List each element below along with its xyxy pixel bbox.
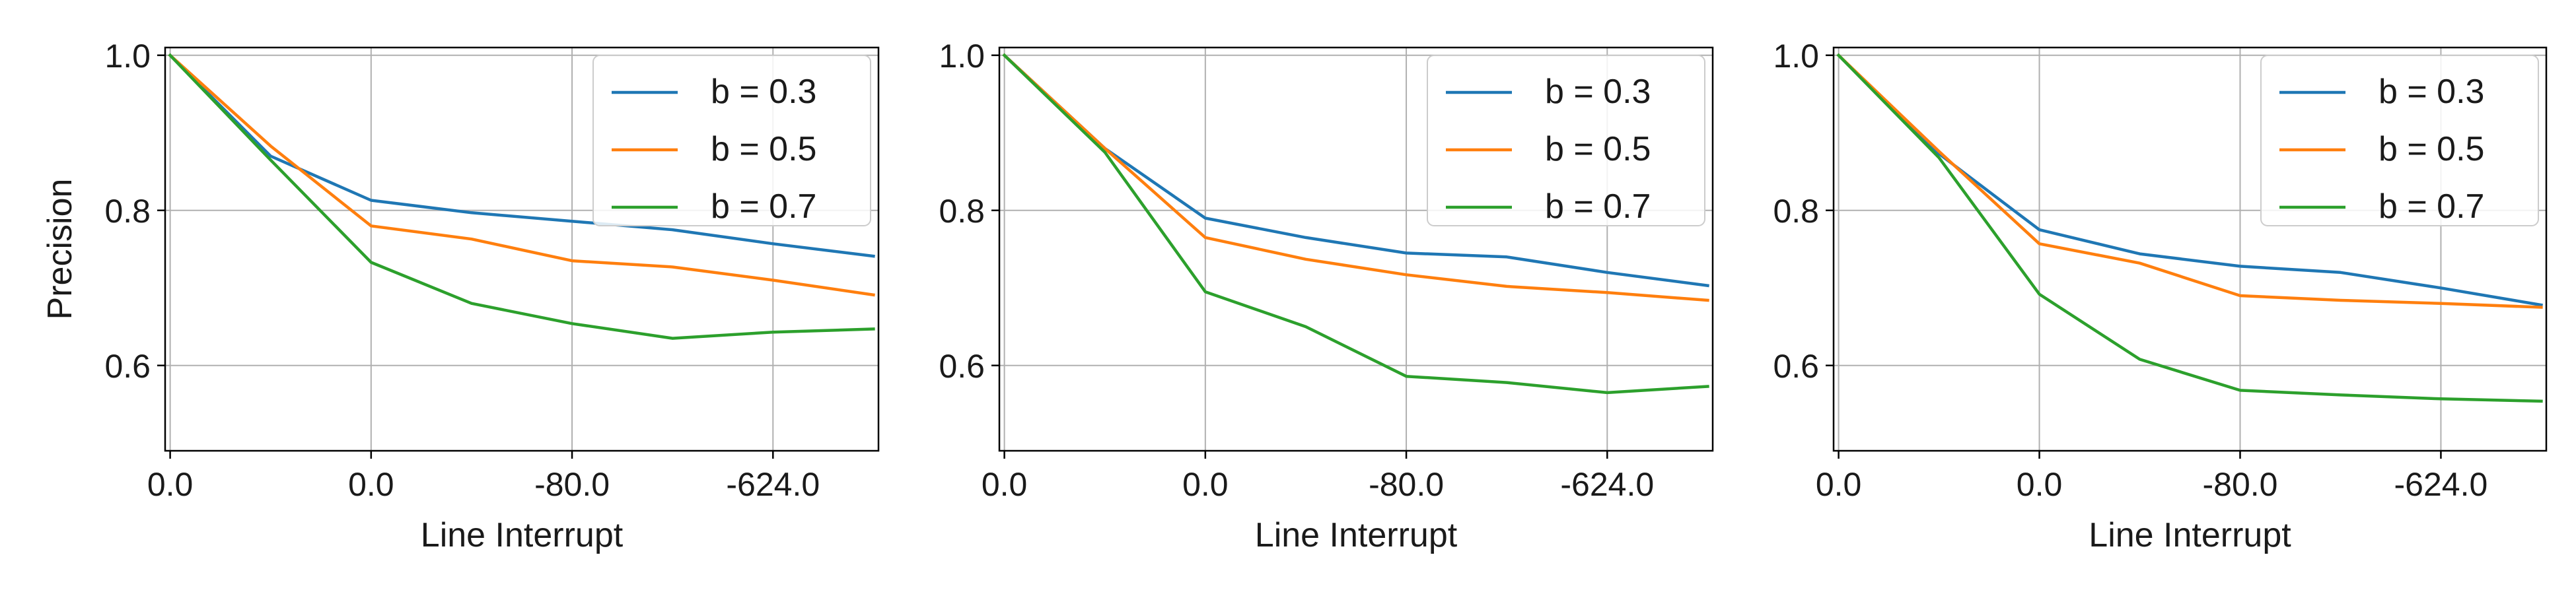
x-tick-label: -80.0 [1369, 466, 1444, 503]
series-line-b-0-5 [168, 53, 875, 297]
series-line-b-0-7 [1836, 53, 2543, 403]
x-tick-label: -624.0 [726, 466, 820, 503]
legend-box [1427, 55, 1705, 226]
legend-label: b = 0.7 [1545, 187, 1651, 226]
series-line-b-0-3 [1002, 53, 1709, 288]
y-axis-label: Precision [41, 179, 79, 320]
axes-frame [998, 46, 1714, 452]
series-line-b-0-7 [1002, 53, 1709, 395]
legend-box [592, 55, 871, 226]
legend-label: b = 0.3 [711, 73, 816, 111]
y-tick-label: 1.0 [1773, 38, 1819, 75]
legend-label: b = 0.5 [1545, 130, 1651, 168]
x-tick-label: -80.0 [534, 466, 610, 503]
y-tick-label: 0.8 [1773, 193, 1819, 230]
chart-panel-1: 0.0 0.0 -80.0 -624.0 0.6 0.8 1.0 Line Interrupt… [41, 38, 880, 554]
legend: b = 0.3 b = 0.5 b = 0.7 [1427, 55, 1705, 226]
x-axis-label: Line Interrupt [2089, 516, 2291, 554]
series-line-b-0-3 [168, 53, 875, 258]
x-tick-label: 0.0 [2017, 466, 2063, 503]
chart-panel-2: 0.0 0.0 -80.0 -624.0 0.6 0.8 1.0 Line Interrupt… [939, 38, 1714, 554]
series-line-b-0-7 [168, 53, 875, 340]
x-tick-label: 0.0 [1182, 466, 1229, 503]
legend-label: b = 0.7 [711, 187, 816, 226]
x-tick-label: -624.0 [1560, 466, 1654, 503]
legend-label: b = 0.3 [1545, 73, 1651, 111]
axes-frame [1832, 46, 2548, 452]
legend: b = 0.3 b = 0.5 b = 0.7 [592, 55, 871, 226]
chart-panel-3: 0.0 0.0 -80.0 -624.0 0.6 0.8 1.0 Line Interrupt… [1773, 38, 2548, 554]
legend: b = 0.3 b = 0.5 b = 0.7 [2260, 55, 2539, 226]
legend-label: b = 0.3 [2379, 73, 2484, 111]
y-tick-label: 0.6 [939, 348, 985, 385]
x-axis-label: Line Interrupt [421, 516, 624, 554]
y-tick-label: 0.8 [104, 193, 151, 230]
y-tick-label: 0.8 [939, 193, 985, 230]
legend-box [2260, 55, 2539, 226]
y-tick-label: 0.6 [1773, 348, 1819, 385]
y-tick-label: 0.6 [104, 348, 151, 385]
series-line-b-0-5 [1002, 53, 1709, 302]
legend-label: b = 0.5 [711, 130, 816, 168]
series-line-b-0-5 [1836, 53, 2543, 309]
y-tick-label: 1.0 [939, 38, 985, 75]
x-tick-label: 0.0 [348, 466, 394, 503]
x-tick-label: 0.0 [982, 466, 1028, 503]
x-tick-label: 0.0 [147, 466, 194, 503]
x-axis-label: Line Interrupt [1255, 516, 1458, 554]
x-tick-label: 0.0 [1816, 466, 1862, 503]
x-tick-label: -80.0 [2203, 466, 2278, 503]
legend-label: b = 0.7 [2379, 187, 2484, 226]
legend-label: b = 0.5 [2379, 130, 2484, 168]
x-tick-label: -624.0 [2394, 466, 2488, 503]
axes-frame [164, 46, 880, 452]
y-tick-label: 1.0 [104, 38, 151, 75]
